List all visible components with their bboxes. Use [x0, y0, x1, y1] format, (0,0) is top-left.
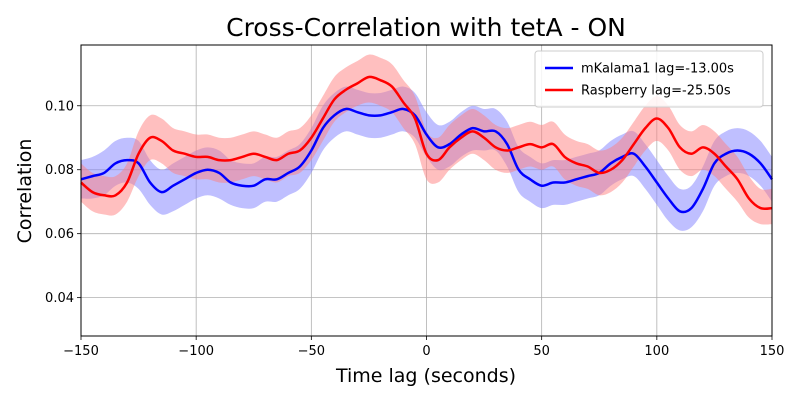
- x-tick-label: 50: [533, 344, 550, 359]
- y-tick-label: 0.06: [45, 227, 74, 242]
- x-tick-label: −100: [178, 344, 214, 359]
- legend-label-1: Raspberry lag=-25.50s: [581, 84, 731, 99]
- y-axis-label: Correlation: [14, 139, 36, 244]
- legend-box: [534, 50, 764, 108]
- legend-label-0: mKalama1 lag=-13.00s: [581, 62, 734, 77]
- y-tick-label: 0.04: [45, 291, 74, 306]
- series-line-0: [80, 107, 774, 214]
- x-axis-label: Time lag (seconds): [335, 365, 516, 387]
- chart-title: Cross-Correlation with tetA - ON: [226, 13, 626, 42]
- series-lines: [80, 75, 774, 214]
- x-axis: −150 −100 −50 0 50 100 150: [63, 336, 784, 359]
- x-tick-label: −150: [63, 344, 99, 359]
- legend: mKalama1 lag=-13.00s Raspberry lag=-25.50…: [534, 50, 764, 108]
- x-tick-label: −50: [298, 344, 325, 359]
- y-tick-label: 0.08: [45, 163, 74, 178]
- y-tick-label: 0.10: [45, 99, 74, 114]
- x-tick-label: 150: [760, 344, 785, 359]
- y-axis: 0.04 0.06 0.08 0.10: [45, 99, 81, 306]
- x-tick-label: 100: [644, 344, 669, 359]
- x-tick-label: 0: [422, 344, 430, 359]
- confidence-bands: [81, 54, 772, 231]
- confidence-band-1: [81, 54, 772, 225]
- series-line-1: [80, 75, 773, 211]
